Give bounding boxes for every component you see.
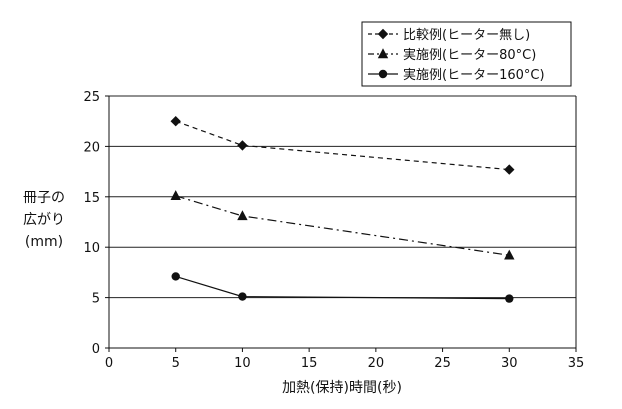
x-tick-label-0: 0 xyxy=(105,356,113,371)
legend-item-2: 実施例(ヒーター80°C) xyxy=(368,47,536,63)
y-axis-title-line-2: 広がり xyxy=(23,212,65,228)
tick-labels: 0 5 10 15 20 25 0 5 10 15 20 25 30 35 xyxy=(83,90,584,371)
series-1-point-2 xyxy=(237,140,248,151)
axes xyxy=(105,95,577,352)
y-axis-title: 冊子の 広がり (mm) xyxy=(23,190,65,250)
series-lines xyxy=(170,116,515,303)
series-1-point-3 xyxy=(504,164,515,175)
x-tick-label-10: 10 xyxy=(234,356,251,371)
y-tick-label-0: 0 xyxy=(92,342,100,357)
y-tick-label-20: 20 xyxy=(83,140,100,155)
x-tick-label-15: 15 xyxy=(301,356,318,371)
series-1 xyxy=(170,116,515,175)
y-tick-label-10: 10 xyxy=(83,241,100,256)
series-1-point-1 xyxy=(170,116,181,127)
legend-swatch-marker-3 xyxy=(378,69,388,79)
series-2-point-2 xyxy=(237,210,248,221)
legend-label-1: 比較例(ヒーター無し) xyxy=(403,28,530,43)
series-2-point-1 xyxy=(170,190,181,200)
series-2-line xyxy=(175,195,510,256)
legend-item-1: 比較例(ヒーター無し) xyxy=(368,28,530,43)
x-tick-label-20: 20 xyxy=(368,356,385,371)
series-3-point-1 xyxy=(171,272,180,281)
legend-label-3: 実施例(ヒーター160°C) xyxy=(403,67,545,83)
legend-item-3: 実施例(ヒーター160°C) xyxy=(368,67,545,83)
x-tick-label-5: 5 xyxy=(172,356,180,371)
series-3-line xyxy=(175,275,510,300)
y-axis-title-line-1: 冊子の xyxy=(23,190,65,206)
y-axis-title-line-3: (mm) xyxy=(25,234,63,250)
series-2-point-3 xyxy=(504,249,515,260)
y-tick-label-5: 5 xyxy=(92,292,100,307)
x-tick-label-30: 30 xyxy=(501,356,518,371)
x-axis-title: 加熱(保持)時間(秒) xyxy=(282,380,402,396)
legend-swatch-marker-2 xyxy=(377,48,389,59)
legend-swatch-marker-1 xyxy=(377,28,389,40)
gridlines xyxy=(109,95,576,299)
y-tick-label-25: 25 xyxy=(83,90,100,105)
legend-label-2: 実施例(ヒーター80°C) xyxy=(403,47,536,63)
series-3-point-3 xyxy=(505,294,514,303)
series-1-line xyxy=(175,120,510,171)
series-3-point-2 xyxy=(238,292,247,301)
series-2 xyxy=(170,190,515,260)
x-tick-label-35: 35 xyxy=(568,356,585,371)
series-3 xyxy=(171,272,514,303)
y-tick-label-15: 15 xyxy=(83,191,100,206)
legend: 比較例(ヒーター無し) 実施例(ヒーター80°C) 実施例(ヒーター160°C) xyxy=(361,21,572,87)
x-tick-label-25: 25 xyxy=(434,356,451,371)
